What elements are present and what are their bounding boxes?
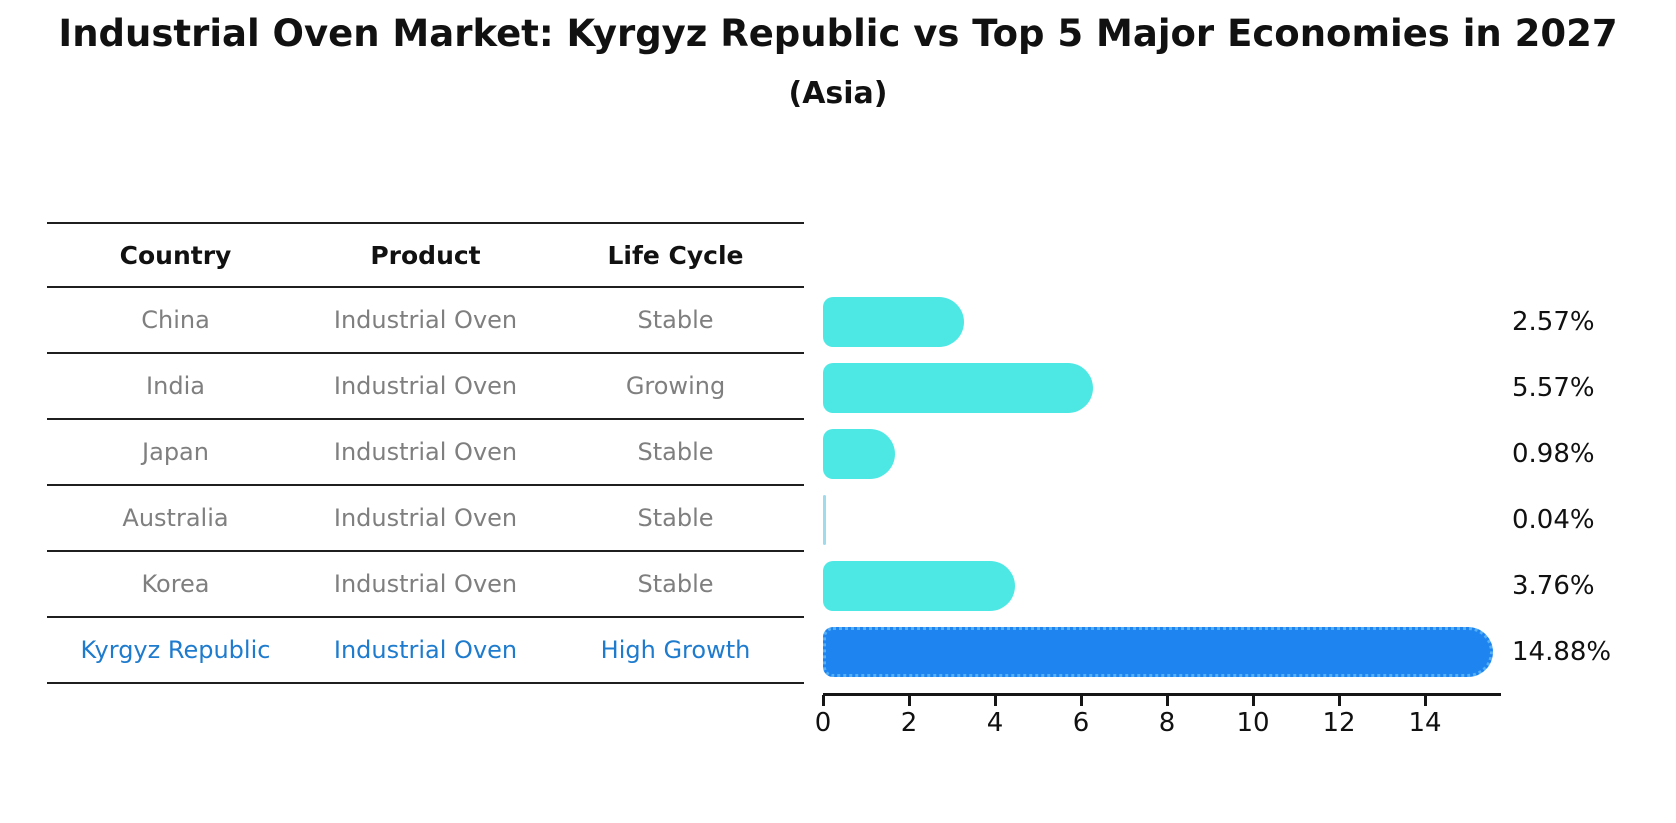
cell-life-cycle: Stable	[637, 438, 714, 466]
comparison-table: Country Product Life Cycle China Industr…	[47, 222, 804, 684]
x-axis-tick	[1080, 695, 1083, 706]
header-life-cycle: Life Cycle	[607, 240, 744, 270]
x-axis-tick	[822, 695, 825, 706]
cell-life-cycle: Growing	[625, 372, 726, 400]
x-axis-tick	[1252, 695, 1255, 706]
x-axis-tick-label: 2	[900, 708, 918, 738]
table-row: Kyrgyz Republic Industrial Oven High Gro…	[47, 618, 804, 684]
page-subtitle: (Asia)	[788, 76, 888, 111]
x-axis-tick	[908, 695, 911, 706]
x-axis-tick	[994, 695, 997, 706]
x-axis-tick-label: 6	[1072, 708, 1090, 738]
value-bar	[823, 429, 895, 479]
value-bar	[823, 363, 1093, 413]
value-bar	[823, 627, 1493, 677]
page-title: Industrial Oven Market: Kyrgyz Republic …	[58, 12, 1618, 55]
table-header-row: Country Product Life Cycle	[47, 222, 804, 288]
table-row: Korea Industrial Oven Stable	[47, 552, 804, 618]
cell-country: China	[141, 306, 210, 334]
cell-product: Industrial Oven	[333, 504, 518, 532]
x-axis-tick-label: 0	[814, 708, 832, 738]
value-bar	[823, 495, 826, 545]
table-body: China Industrial Oven Stable India Indus…	[47, 288, 804, 684]
x-axis-tick	[1424, 695, 1427, 706]
x-axis-tick	[1338, 695, 1341, 706]
cell-product: Industrial Oven	[333, 636, 518, 664]
cell-life-cycle: Stable	[637, 504, 714, 532]
value-label: 3.76%	[1512, 571, 1595, 601]
header-country: Country	[119, 240, 232, 270]
x-axis-tick-label: 12	[1322, 708, 1356, 738]
value-bar	[823, 297, 964, 347]
cell-country: India	[146, 372, 205, 400]
cell-product: Industrial Oven	[333, 570, 518, 598]
table-row: China Industrial Oven Stable	[47, 288, 804, 354]
cell-product: Industrial Oven	[333, 306, 518, 334]
x-axis-tick-label: 8	[1158, 708, 1176, 738]
cell-product: Industrial Oven	[333, 372, 518, 400]
value-label: 14.88%	[1512, 637, 1612, 667]
cell-country: Japan	[142, 438, 209, 466]
x-axis-tick-label: 14	[1408, 708, 1442, 738]
x-axis-tick	[1166, 695, 1169, 706]
value-label: 2.57%	[1512, 307, 1595, 337]
cell-country: Korea	[141, 570, 210, 598]
table-row: India Industrial Oven Growing	[47, 354, 804, 420]
x-axis-line	[823, 693, 1501, 696]
cell-life-cycle: Stable	[637, 570, 714, 598]
value-label: 0.04%	[1512, 505, 1595, 535]
x-axis-tick-label: 10	[1236, 708, 1270, 738]
table-row: Japan Industrial Oven Stable	[47, 420, 804, 486]
header-product: Product	[370, 240, 481, 270]
cell-product: Industrial Oven	[333, 438, 518, 466]
cell-life-cycle: Stable	[637, 306, 714, 334]
cell-country: Kyrgyz Republic	[80, 636, 271, 664]
table-row: Australia Industrial Oven Stable	[47, 486, 804, 552]
cell-life-cycle: High Growth	[600, 636, 751, 664]
x-axis-tick-label: 4	[986, 708, 1004, 738]
cell-country: Australia	[122, 504, 229, 532]
value-bar	[823, 561, 1015, 611]
value-label: 5.57%	[1512, 373, 1595, 403]
value-label: 0.98%	[1512, 439, 1595, 469]
